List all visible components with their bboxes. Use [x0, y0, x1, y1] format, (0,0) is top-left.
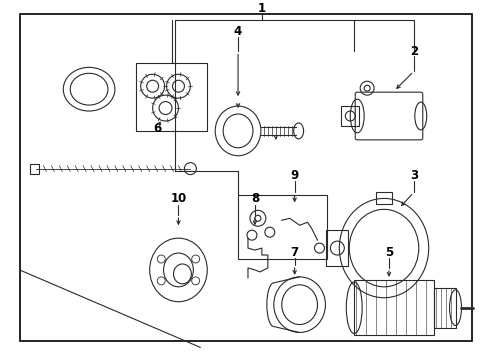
Text: 7: 7: [291, 246, 299, 258]
Text: 5: 5: [385, 246, 393, 258]
Bar: [29, 164, 39, 174]
Bar: [434, 288, 456, 328]
Bar: [326, 230, 348, 266]
Text: 2: 2: [410, 45, 418, 58]
Text: 10: 10: [171, 192, 187, 205]
Text: 9: 9: [291, 169, 299, 182]
Text: 4: 4: [234, 25, 242, 38]
Text: 3: 3: [410, 169, 418, 182]
Text: 1: 1: [258, 2, 266, 15]
Bar: [136, 63, 207, 131]
Bar: [354, 280, 434, 336]
Text: 8: 8: [251, 192, 259, 205]
Bar: [376, 193, 392, 204]
Bar: [342, 106, 359, 126]
Text: 6: 6: [153, 122, 162, 135]
Bar: [238, 195, 327, 259]
